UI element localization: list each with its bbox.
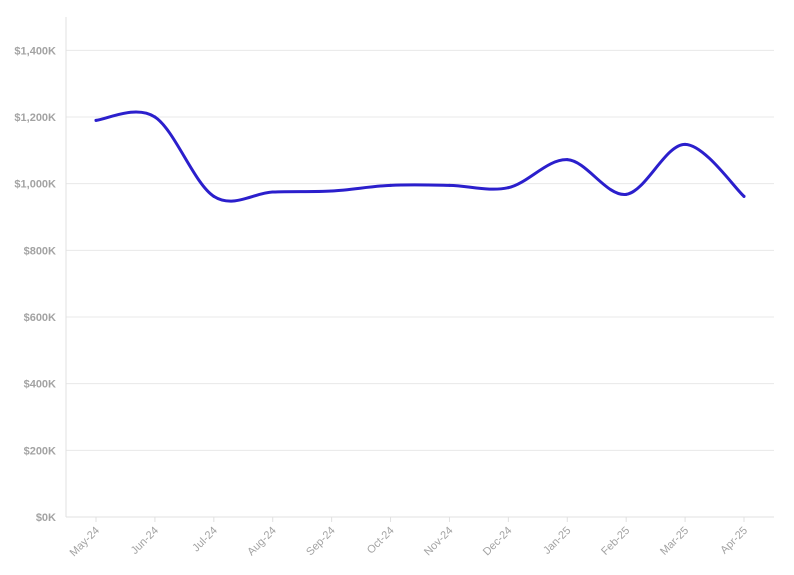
x-tick-label: Dec-24 [481, 525, 515, 559]
x-tick-label: Oct-24 [365, 525, 397, 557]
x-tick-label: Feb-25 [599, 525, 632, 558]
data-point [271, 190, 275, 194]
data-point [389, 183, 393, 187]
data-point [565, 158, 569, 162]
data-point [742, 194, 746, 198]
y-tick-label: $1,200K [14, 112, 56, 124]
data-point [683, 142, 687, 146]
x-tick-label: Mar-25 [658, 525, 691, 558]
gridlines [66, 49, 774, 451]
x-tick-label: Apr-25 [718, 525, 750, 557]
y-tick-labels: $0K $200K $400K $600K $800K $1,000K $1,200K $1,… [14, 45, 56, 524]
y-tick-label: $200K [24, 445, 56, 457]
data-point [447, 183, 451, 187]
series-lines [94, 110, 746, 203]
series-line [94, 110, 746, 203]
x-tick-label: Sep-24 [304, 525, 338, 559]
data-point [212, 194, 216, 198]
x-tick-label: Nov-24 [422, 525, 456, 559]
axes [65, 17, 774, 518]
y-tick-label: $800K [24, 245, 56, 257]
y-tick-label: $1,000K [14, 179, 56, 191]
data-point [506, 186, 510, 190]
data-points [94, 115, 746, 198]
data-point [153, 115, 157, 119]
x-tick-label: Aug-24 [245, 525, 279, 559]
data-point [94, 118, 98, 122]
y-tick-label: $400K [24, 379, 56, 391]
x-tick-label: May-24 [68, 525, 102, 559]
x-tick-label: Jul-24 [190, 525, 220, 555]
x-tick-label: Jan-25 [541, 525, 573, 557]
y-tick-label: $600K [24, 312, 56, 324]
y-tick-label: $1,400K [14, 45, 56, 57]
x-tick-labels: May-24 Jun-24 Jul-24 Aug-24 Sep-24 Oct-24 Nov-… [68, 517, 750, 559]
data-point [624, 192, 628, 196]
x-tick-label: Jun-24 [129, 525, 161, 557]
data-point [330, 189, 334, 193]
y-tick-label: $0K [36, 512, 56, 524]
